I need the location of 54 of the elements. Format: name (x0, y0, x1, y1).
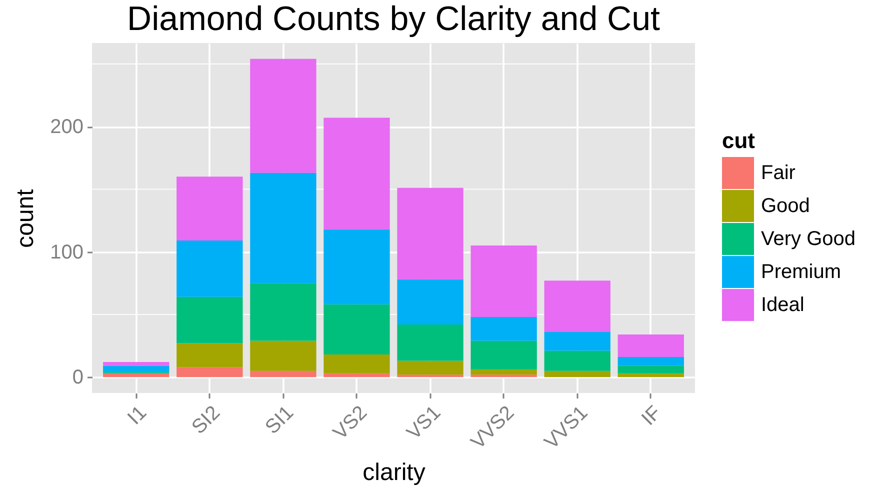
legend-label: Very Good (761, 228, 856, 250)
bar (544, 332, 610, 351)
bar (324, 304, 390, 355)
chart-title: Diamond Counts by Clarity and Cut (127, 0, 661, 38)
bar (544, 370, 610, 378)
bar (470, 316, 537, 341)
x-tick-label: VS2 (329, 402, 372, 444)
bar (176, 367, 243, 378)
bar (250, 340, 316, 371)
y-tick-label: 200 (50, 116, 84, 138)
legend-label: Good (761, 195, 810, 217)
y-tick-label: 100 (50, 241, 84, 264)
bar (397, 279, 464, 324)
bar (176, 240, 243, 297)
x-tick-label: IF (638, 402, 666, 430)
bar (470, 374, 537, 378)
bar (103, 366, 170, 372)
legend-label: Premium (761, 261, 842, 283)
bar (324, 229, 390, 304)
bar (324, 118, 390, 230)
bar (618, 357, 684, 366)
legend-label: Fair (761, 162, 796, 184)
x-tick-label: SI1 (261, 402, 298, 439)
x-axis-title: clarity (362, 458, 426, 486)
bar (176, 343, 243, 368)
bar (324, 354, 390, 374)
bar (250, 172, 316, 284)
bar (544, 350, 610, 371)
legend-label: Ideal (761, 294, 804, 316)
bar (470, 246, 537, 317)
bar (397, 188, 464, 280)
bar (618, 366, 684, 374)
bar (470, 370, 537, 375)
bar (397, 360, 464, 375)
x-tick-label: SI2 (188, 402, 225, 439)
bar (618, 373, 684, 378)
bar (103, 373, 170, 378)
bar (250, 58, 316, 173)
x-tick-label: I1 (124, 402, 151, 430)
bar (397, 324, 464, 361)
bar (103, 362, 170, 366)
bar (618, 334, 684, 358)
bar (250, 283, 316, 341)
y-axis-title: count (12, 188, 40, 248)
x-tick-label: VS1 (402, 402, 446, 444)
bar (470, 340, 537, 370)
bar (176, 176, 243, 241)
legend-title: cut (722, 128, 756, 153)
bar (324, 373, 390, 378)
bar (176, 296, 243, 344)
bar (544, 280, 610, 332)
y-tick-label: 0 (72, 366, 84, 389)
bar (397, 374, 464, 378)
bar (250, 370, 316, 378)
